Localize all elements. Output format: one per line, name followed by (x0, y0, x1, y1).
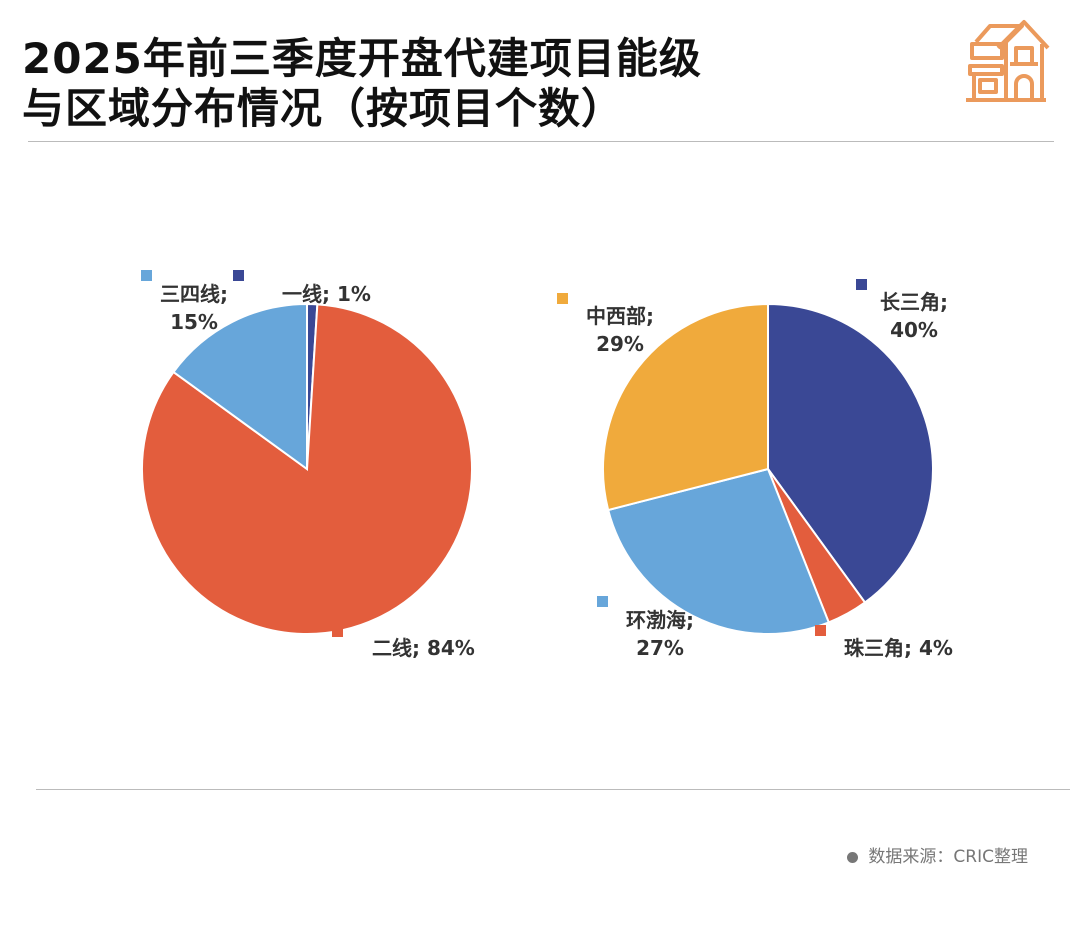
page-title: 2025年前三季度开盘代建项目能级 与区域分布情况（按项目个数） (22, 34, 702, 134)
title-line-1: 2025年前三季度开盘代建项目能级 (22, 34, 702, 83)
title-divider (28, 141, 1054, 142)
legend-marker-yixian (233, 270, 244, 281)
pie-slice-三四线 (172, 302, 308, 471)
label-zhusanjiao: 珠三角; 4% (844, 636, 953, 660)
legend-marker-huanbohai (597, 596, 608, 607)
bullet-icon (847, 851, 859, 863)
legend-marker-zhongxibu (557, 293, 568, 304)
label-zhongxibu: 中西部; 29% (586, 304, 654, 356)
label-yixian: 一线; 1% (282, 282, 371, 306)
legend-marker-changsanjiao (856, 279, 867, 290)
label-huanbohai: 环渤海; 27% (626, 608, 694, 660)
pie-slice-中西部 (602, 302, 769, 512)
title-line-2: 与区域分布情况（按项目个数） (22, 84, 625, 133)
legend-marker-zhusanjiao (815, 625, 826, 636)
legend-marker-erxian (332, 626, 343, 637)
source-note: 数据来源：CRIC整理 (847, 842, 1028, 867)
pie-slice-长三角 (767, 302, 934, 604)
label-erxian: 二线; 84% (372, 636, 475, 660)
house-icon (966, 20, 1050, 102)
legend-marker-sanshi (141, 270, 152, 281)
bottom-divider (36, 789, 1070, 790)
label-changsanjiao: 长三角; 40% (880, 290, 948, 342)
label-sanshi: 三四线; 15% (160, 282, 228, 334)
pie-slice-环渤海 (606, 467, 831, 635)
